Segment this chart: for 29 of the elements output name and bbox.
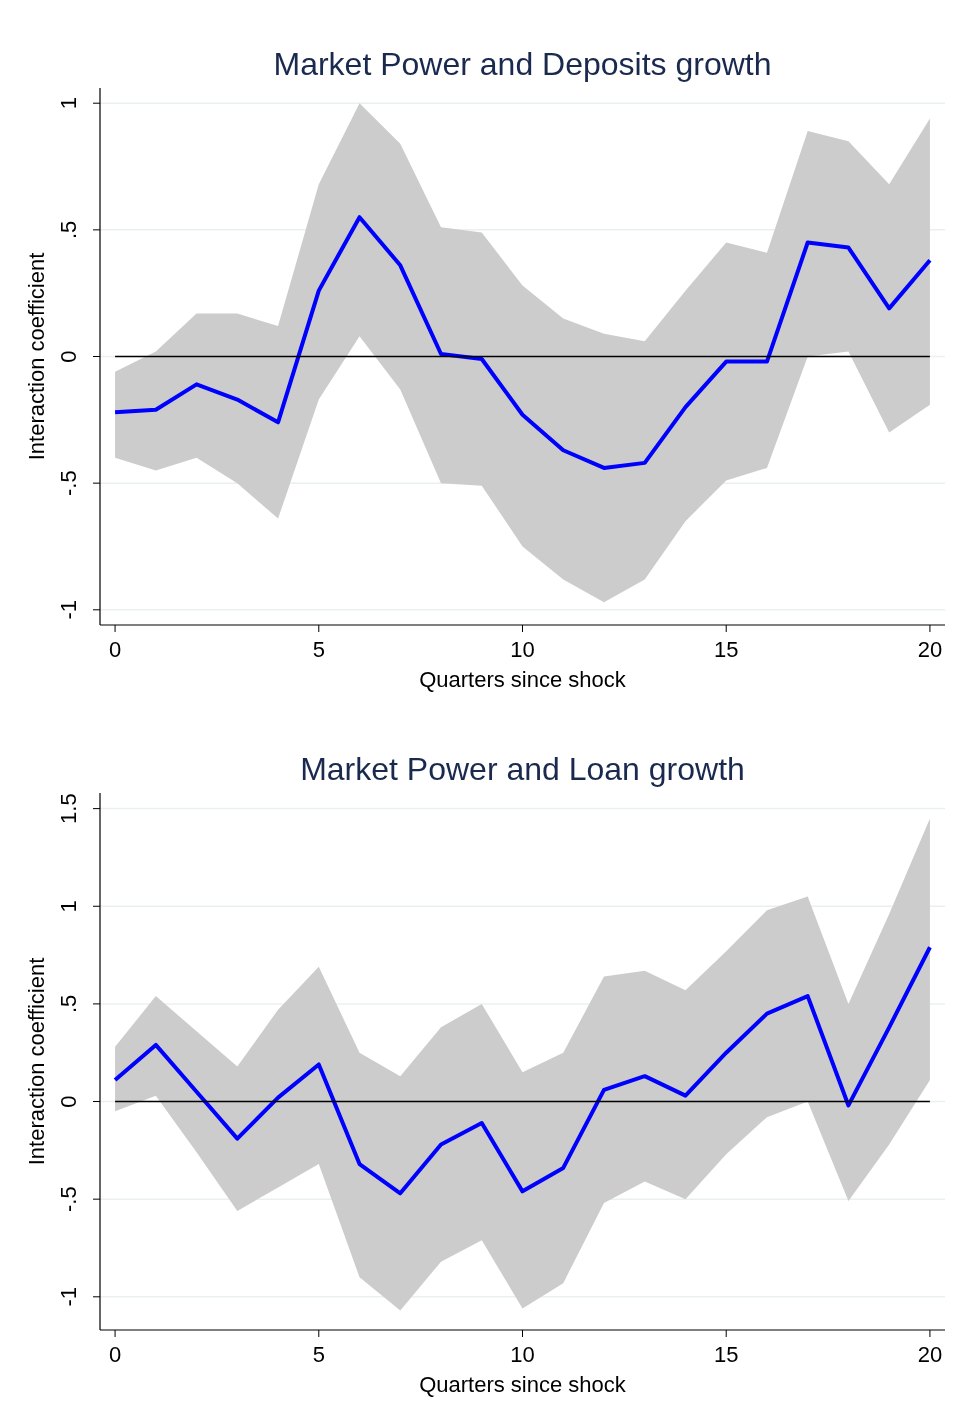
x-tick-label: 5 [312, 1342, 325, 1367]
x-axis-title: Quarters since shock [419, 1372, 627, 1397]
x-tick-label: 0 [108, 1342, 122, 1367]
x-tick-label: 10 [510, 637, 535, 662]
y-tick-label: 0 [56, 350, 81, 363]
x-tick-label: 0 [108, 637, 122, 662]
y-tick-label: -.5 [56, 470, 81, 496]
x-axis-title: Quarters since shock [419, 667, 627, 692]
x-tick-label: 20 [917, 1342, 943, 1367]
chart-title: Market Power and Loan growth [300, 751, 745, 787]
y-tick-label: -1 [56, 1287, 81, 1307]
y-axis-title: Interaction coefficient [24, 252, 49, 461]
y-tick-label: -.5 [56, 1186, 81, 1213]
y-axis-title: Interaction coefficient [24, 957, 49, 1166]
y-tick-label: -1 [56, 600, 81, 620]
x-tick-label: 5 [312, 637, 325, 662]
line-series [113, 945, 932, 1196]
y-tick-label: 1 [56, 97, 81, 110]
x-tick-label: 15 [713, 637, 739, 662]
x-tick-label: 20 [917, 637, 943, 662]
x-tick-label: 10 [510, 1342, 535, 1367]
line-series [113, 215, 932, 470]
chart-title: Market Power and Deposits growth [273, 46, 772, 82]
y-tick-label: 1.5 [56, 793, 81, 824]
y-tick-label: 1 [56, 900, 81, 913]
y-tick-label: .5 [56, 994, 81, 1014]
y-tick-label: .5 [56, 220, 81, 240]
y-tick-label: 0 [56, 1095, 81, 1108]
x-tick-label: 15 [713, 1342, 739, 1367]
